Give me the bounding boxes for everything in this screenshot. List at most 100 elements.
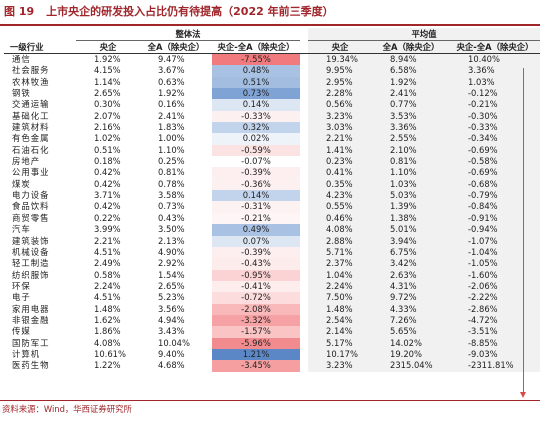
overall-diff-cell: -0.72% xyxy=(212,292,300,304)
average-alla-cell: 6.58% xyxy=(372,65,450,77)
table-row: 机械设备 4.51% 4.90% -0.39% 5.71% 6.75% -1.04% xyxy=(4,246,540,259)
table-row: 国防军工 4.08% 10.04% -5.96% 5.17% 14.02% -8.85% xyxy=(4,337,540,349)
table-row: 电力设备 3.71% 3.58% 0.14% 4.23% 5.03% -0.79% xyxy=(4,190,540,202)
table-row: 纺织服饰 0.58% 1.54% -0.95% 1.04% 2.63% -1.60% xyxy=(4,269,540,281)
overall-alla-cell: 0.81% xyxy=(158,167,185,178)
industry-cell: 交通运输 xyxy=(12,99,50,110)
industry-cell: 通信 xyxy=(12,54,31,64)
average-soe-cell: 0.41% xyxy=(308,167,372,179)
average-alla-cell: 6.75% xyxy=(372,246,450,259)
average-soe-cell: 1.48% xyxy=(308,303,372,315)
average-soe-cell: 2.21% xyxy=(308,133,372,145)
average-alla-cell: 19.20% xyxy=(372,348,450,361)
overall-alla-cell: 0.43% xyxy=(158,212,185,223)
overall-alla-cell: 2.92% xyxy=(158,258,185,269)
average-soe-cell: 1.41% xyxy=(308,144,372,157)
average-alla-cell: 1.39% xyxy=(372,201,450,213)
overall-soe-cell: 4.15% xyxy=(94,65,121,76)
overall-alla-cell: 1.54% xyxy=(158,269,185,280)
average-diff-cell: -2.86% xyxy=(450,303,540,315)
col-average-diff-header: 央企-全A（除央企） xyxy=(450,40,540,54)
industry-cell: 医药生物 xyxy=(12,360,50,371)
overall-soe-cell: 10.61% xyxy=(94,348,126,359)
average-soe-cell: 2.88% xyxy=(308,235,372,247)
overall-diff-cell: 0.14% xyxy=(212,99,300,111)
overall-alla-cell: 0.73% xyxy=(158,201,185,212)
industry-cell: 农林牧渔 xyxy=(12,76,50,87)
rd-ratio-table: 整体法 平均值 一级行业 央企 全A（除央企） 央企-全A（除央企） 央企 全A… xyxy=(4,28,540,372)
table-row: 通信 1.92% 9.47% -7.55% 19.34% 8.94% 10.40% xyxy=(4,53,540,66)
average-soe-cell: 4.23% xyxy=(308,190,372,202)
average-soe-cell: 9.95% xyxy=(308,65,372,77)
overall-alla-cell: 5.23% xyxy=(158,292,185,303)
down-arrow-icon xyxy=(520,392,526,398)
overall-soe-cell: 1.92% xyxy=(94,54,121,64)
col-overall-diff-header: 央企-全A（除央企） xyxy=(212,40,300,54)
average-alla-cell: 2.41% xyxy=(372,88,450,100)
overall-diff-cell: -0.39% xyxy=(212,246,300,259)
average-diff-cell: -0.69% xyxy=(450,144,540,157)
average-soe-cell: 1.04% xyxy=(308,269,372,281)
industry-cell: 机械设备 xyxy=(12,246,50,257)
overall-diff-cell: 0.49% xyxy=(212,224,300,236)
industry-cell: 家用电器 xyxy=(12,303,50,314)
overall-soe-cell: 4.08% xyxy=(94,337,121,348)
group-average-header: 平均值 xyxy=(308,28,540,41)
table-row: 传媒 1.86% 3.43% -1.57% 2.14% 5.65% -3.51% xyxy=(4,326,540,338)
down-arrow-line xyxy=(523,68,524,394)
industry-cell: 社会服务 xyxy=(12,65,50,76)
overall-alla-cell: 1.83% xyxy=(158,122,185,133)
table-row: 电子 4.51% 5.23% -0.72% 7.50% 9.72% -2.22% xyxy=(4,292,540,304)
average-diff-cell: 10.40% xyxy=(450,53,540,66)
average-alla-cell: 5.01% xyxy=(372,224,450,236)
overall-diff-cell: -7.55% xyxy=(212,53,300,66)
overall-diff-cell: -0.95% xyxy=(212,269,300,281)
overall-alla-cell: 2.13% xyxy=(158,235,185,246)
average-alla-cell: 5.03% xyxy=(372,190,450,202)
overall-soe-cell: 2.65% xyxy=(94,88,121,99)
overall-diff-cell: -5.96% xyxy=(212,337,300,349)
overall-alla-cell: 10.04% xyxy=(158,337,190,348)
average-alla-cell: 0.81% xyxy=(372,156,450,168)
table-row: 计算机 10.61% 9.40% 1.21% 10.17% 19.20% -9.03% xyxy=(4,348,540,361)
average-alla-cell: 7.26% xyxy=(372,314,450,327)
average-soe-cell: 2.14% xyxy=(308,326,372,338)
average-soe-cell: 3.03% xyxy=(308,122,372,134)
col-overall-alla-header: 全A（除央企） xyxy=(140,40,212,54)
average-alla-cell: 3.53% xyxy=(372,110,450,123)
average-alla-cell: 2315.04% xyxy=(372,360,450,372)
overall-soe-cell: 2.21% xyxy=(94,235,121,246)
average-diff-cell: -1.60% xyxy=(450,269,540,281)
table-row: 社会服务 4.15% 3.67% 0.48% 9.95% 6.58% 3.36% xyxy=(4,65,540,77)
average-diff-cell: -0.91% xyxy=(450,212,540,225)
industry-cell: 基础化工 xyxy=(12,110,50,121)
table-row: 煤炭 0.42% 0.78% -0.36% 0.35% 1.03% -0.68% xyxy=(4,178,540,191)
average-soe-cell: 2.37% xyxy=(308,258,372,270)
average-soe-cell: 0.23% xyxy=(308,156,372,168)
overall-soe-cell: 1.86% xyxy=(94,326,121,337)
overall-alla-cell: 4.90% xyxy=(158,246,185,257)
average-soe-cell: 3.23% xyxy=(308,360,372,372)
average-alla-cell: 1.92% xyxy=(372,76,450,89)
overall-alla-cell: 0.63% xyxy=(158,76,185,87)
table-row: 基础化工 2.07% 2.41% -0.33% 3.23% 3.53% -0.30% xyxy=(4,110,540,123)
overall-soe-cell: 2.49% xyxy=(94,258,121,269)
average-diff-cell: 3.36% xyxy=(450,65,540,77)
average-alla-cell: 3.42% xyxy=(372,258,450,270)
industry-cell: 电力设备 xyxy=(12,190,50,201)
col-average-soe-header: 央企 xyxy=(308,40,372,54)
col-overall-soe-header: 央企 xyxy=(76,40,140,54)
overall-alla-cell: 1.10% xyxy=(158,144,185,155)
industry-cell: 非银金融 xyxy=(12,314,50,325)
overall-alla-cell: 2.65% xyxy=(158,280,185,291)
average-diff-cell: -0.84% xyxy=(450,201,540,213)
table-row: 轻工制造 2.49% 2.92% -0.43% 2.37% 3.42% -1.05% xyxy=(4,258,540,270)
average-alla-cell: 2.63% xyxy=(372,269,450,281)
average-diff-cell: -1.05% xyxy=(450,258,540,270)
industry-cell: 钢铁 xyxy=(12,88,31,99)
table-row: 食品饮料 0.42% 0.73% -0.31% 0.55% 1.39% -0.84% xyxy=(4,201,540,213)
table-row: 医药生物 1.22% 4.68% -3.45% 3.23% 2315.04% -2311.8… xyxy=(4,360,540,372)
average-diff-cell: -0.30% xyxy=(450,110,540,123)
overall-soe-cell: 1.22% xyxy=(94,360,121,371)
overall-soe-cell: 0.42% xyxy=(94,178,121,189)
